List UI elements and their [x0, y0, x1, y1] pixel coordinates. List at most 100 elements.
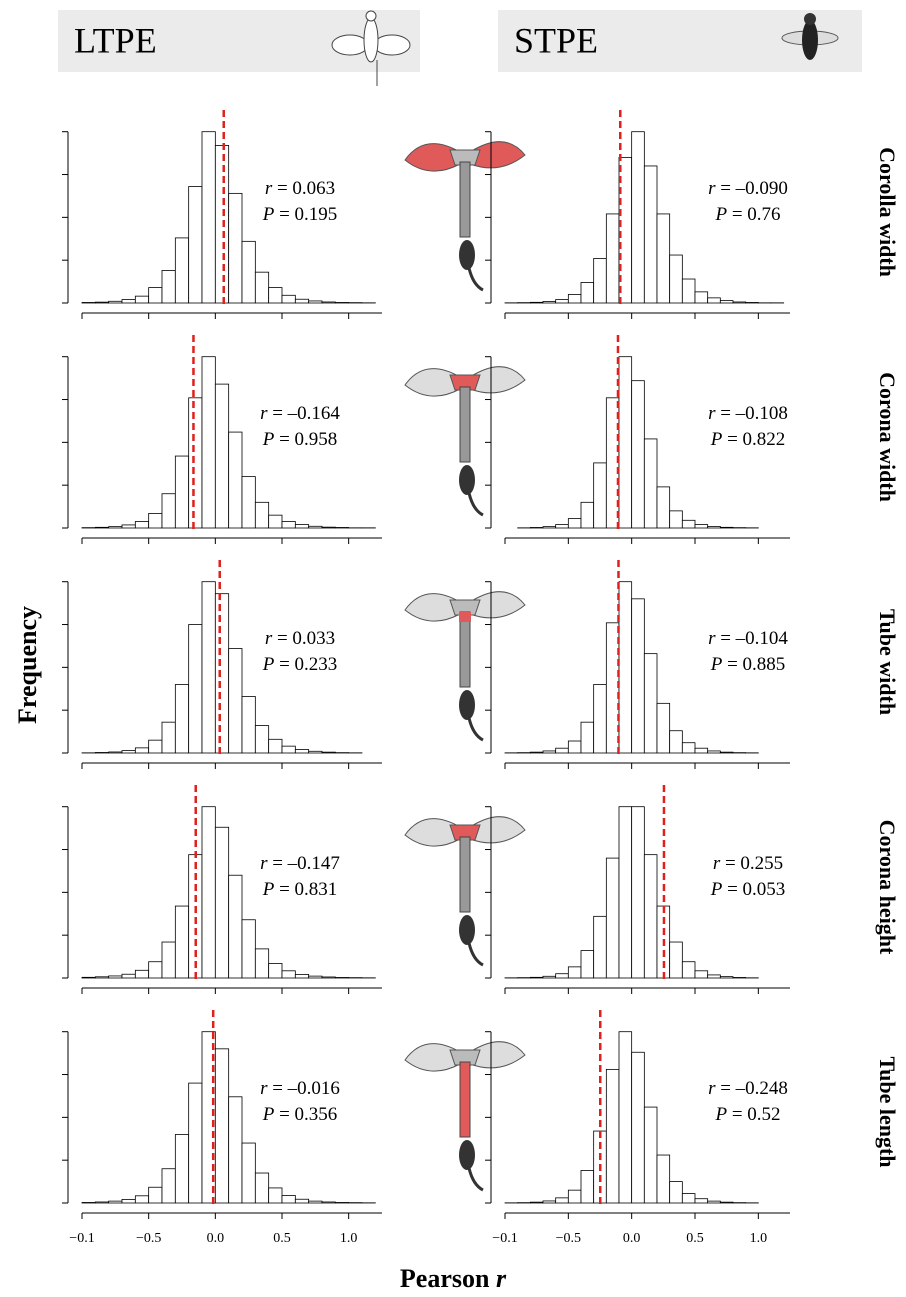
- bar: [294, 524, 310, 529]
- p-symbol: P: [262, 1104, 275, 1125]
- bar: [134, 969, 150, 979]
- bar: [214, 1048, 230, 1204]
- bar: [580, 950, 595, 979]
- ovary: [459, 1140, 475, 1170]
- bar: [618, 356, 633, 529]
- bar: [94, 301, 110, 304]
- column-header: LTPE: [74, 20, 157, 60]
- bar: [669, 254, 683, 304]
- bar: [201, 806, 216, 979]
- bar: [321, 976, 336, 979]
- bar: [618, 806, 633, 979]
- bar: [643, 1106, 658, 1204]
- bar: [707, 974, 721, 979]
- p-annotation: P = 0.233: [262, 654, 338, 675]
- bar: [281, 1195, 296, 1204]
- p-symbol: P: [262, 654, 275, 675]
- bar: [732, 301, 747, 304]
- bar: [593, 462, 607, 529]
- row-label: Corona width: [875, 372, 900, 502]
- r-annotation: r = 0.033: [265, 628, 335, 649]
- flower-illustration: [404, 591, 526, 742]
- bar: [334, 302, 350, 304]
- petal: [404, 368, 461, 397]
- bar: [281, 294, 296, 304]
- bar: [308, 975, 323, 979]
- bar: [669, 1181, 683, 1204]
- bar: [542, 301, 557, 304]
- bar: [681, 961, 696, 979]
- bar: [188, 186, 203, 304]
- bar: [148, 961, 163, 979]
- corona: [449, 374, 481, 391]
- bar: [618, 1031, 633, 1204]
- x-tick-label: 0.0: [207, 1231, 225, 1246]
- bar: [174, 684, 190, 754]
- bar: [745, 302, 759, 304]
- tube: [459, 1061, 471, 1138]
- bar: [567, 294, 582, 304]
- bar: [308, 300, 323, 304]
- p-symbol: P: [710, 429, 723, 450]
- bar: [161, 270, 176, 304]
- petal: [404, 593, 461, 622]
- r-symbol: r: [708, 1078, 716, 1099]
- bar: [707, 1200, 721, 1204]
- bar: [555, 299, 569, 304]
- bar: [174, 1134, 190, 1204]
- bar: [228, 1096, 243, 1204]
- r-symbol: r: [260, 853, 268, 874]
- bar: [281, 970, 296, 979]
- bar: [81, 1202, 96, 1204]
- bar: [593, 258, 607, 304]
- bar: [580, 282, 595, 304]
- bar: [254, 725, 270, 754]
- x-tick-label: 1.0: [340, 1231, 358, 1246]
- bar: [631, 131, 645, 304]
- stem: [467, 492, 484, 517]
- bar: [228, 431, 243, 529]
- r-annotation: r = –0.164: [260, 403, 340, 424]
- p-symbol: P: [710, 879, 723, 900]
- tube: [459, 161, 471, 238]
- bar: [719, 300, 734, 304]
- bar: [308, 1200, 323, 1204]
- bar: [656, 486, 671, 529]
- bar: [161, 941, 176, 979]
- bar: [567, 518, 582, 529]
- bar: [201, 356, 216, 529]
- bar: [643, 854, 658, 979]
- bar: [241, 919, 256, 979]
- bar: [254, 1172, 270, 1204]
- p-value: = 0.195: [279, 204, 337, 225]
- bar: [580, 501, 595, 529]
- p-symbol: P: [262, 879, 275, 900]
- bar: [321, 526, 336, 529]
- r-annotation: r = 0.255: [713, 853, 783, 874]
- bar: [94, 1201, 110, 1204]
- p-symbol: P: [262, 204, 275, 225]
- x-tick-label: 0.5: [686, 1231, 704, 1246]
- p-annotation: P = 0.885: [710, 654, 786, 675]
- bar: [241, 1142, 256, 1204]
- ovary: [459, 240, 475, 270]
- bar: [81, 976, 96, 979]
- p-value: = 0.76: [732, 204, 781, 225]
- bar: [529, 751, 544, 754]
- bar: [214, 383, 230, 529]
- ovary: [459, 465, 475, 495]
- x-axis-label-text: Pearson: [400, 1264, 490, 1293]
- p-annotation: P = 0.76: [714, 204, 780, 225]
- bar: [707, 297, 721, 304]
- bar: [643, 653, 658, 754]
- bar: [681, 742, 696, 754]
- bar: [308, 750, 323, 754]
- bar: [268, 514, 283, 529]
- r-symbol: r: [708, 628, 716, 649]
- bar: [148, 513, 163, 529]
- r-symbol: r: [708, 403, 716, 424]
- p-value: = 0.831: [279, 879, 337, 900]
- p-annotation: P = 0.52: [714, 1104, 780, 1125]
- stem: [467, 267, 484, 292]
- p-value: = 0.958: [279, 429, 337, 450]
